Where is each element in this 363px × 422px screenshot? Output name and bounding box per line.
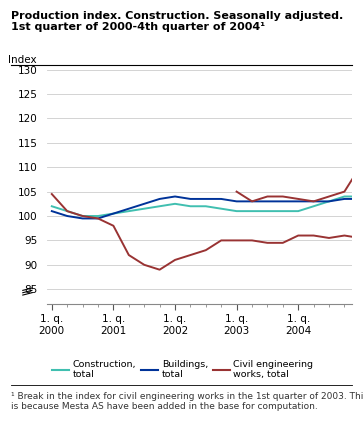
Text: ¹ Break in the index for civil engineering works in the 1st quarter of 2003. Thi: ¹ Break in the index for civil engineeri… bbox=[11, 392, 363, 411]
Text: Production index. Construction. Seasonally adjusted.
1st quarter of 2000-4th qua: Production index. Construction. Seasonal… bbox=[11, 11, 343, 32]
Legend: Construction,
total, Buildings,
total, Civil engineering
works, total: Construction, total, Buildings, total, C… bbox=[52, 360, 313, 379]
Y-axis label: Index: Index bbox=[8, 55, 37, 65]
